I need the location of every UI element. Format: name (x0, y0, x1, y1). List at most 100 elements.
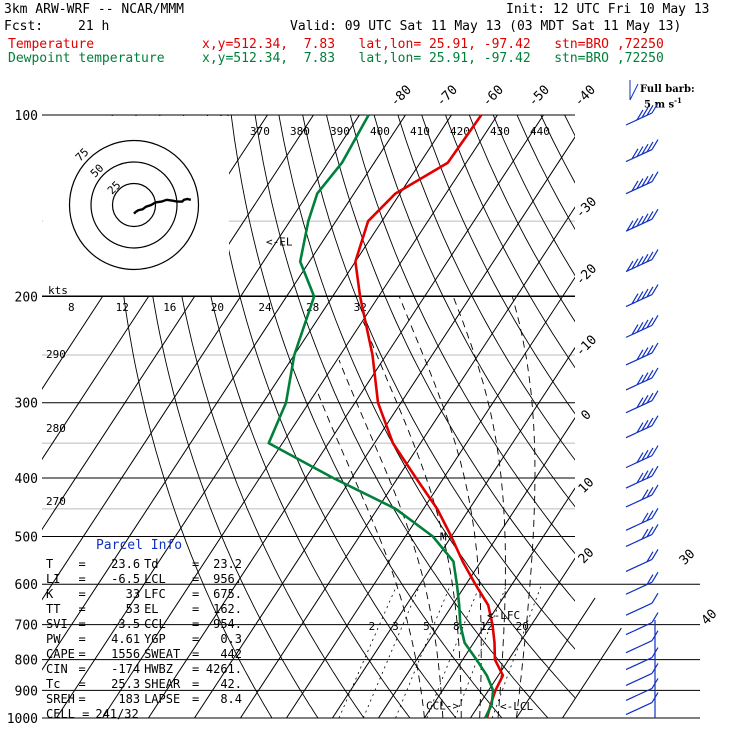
grid-layer (42, 115, 575, 718)
isotherm-line (42, 115, 360, 718)
equals-sign: = (191, 602, 200, 616)
param-value: 956. (213, 572, 242, 586)
isotherm-label: 20 (576, 545, 598, 567)
wind-barb-staff (625, 533, 653, 548)
wind-barb-feather (636, 215, 644, 227)
dry-adiabat-line (135, 115, 319, 718)
dry-adiabat-line (421, 115, 575, 415)
dry-adiabat-line (397, 115, 575, 461)
isotherm-label: 0 (578, 407, 594, 423)
wind-barb-staff (625, 352, 653, 366)
wind-barb-staff (625, 324, 653, 338)
wind-barb-feather (626, 220, 634, 231)
dry-adiabat-line (445, 115, 575, 369)
wind-barb-staff (625, 293, 653, 308)
theta-label: 410 (410, 125, 430, 138)
parcel-row: TT = 53 EL = 162. (46, 602, 242, 617)
param-value: 23.2 (213, 557, 242, 571)
wind-barb-feather (641, 107, 649, 118)
wind-barb-feather (641, 319, 649, 331)
wind-barb-feather (651, 524, 659, 535)
hodograph-trace (133, 197, 192, 215)
param-value: 954. (213, 617, 242, 631)
isotherm-line (194, 115, 590, 718)
equals-sign: = (191, 692, 200, 706)
wind-barb-staff (625, 494, 653, 508)
parcel-row: SVI = -3.5 CCL = 954. (46, 617, 242, 632)
wind-barb-feather (646, 211, 654, 222)
param-value: 1556 (111, 647, 141, 661)
wind-barb-feather (651, 171, 659, 183)
parcel-row: PW = 4.61 YGP = 0.3 (46, 632, 242, 647)
wind-barb-staff (625, 377, 653, 391)
wind-barb-staff (625, 640, 653, 654)
isotherm-line (42, 115, 314, 718)
equals-sign: = (78, 632, 86, 646)
wind-barb-feather (651, 284, 659, 295)
equals-sign: = (78, 602, 86, 616)
wind-barb-feather (651, 484, 659, 496)
parcel-info-panel: Parcel Info T = 23.6 Td = 23.2 LI = -6.5 LCL = 956.… (46, 538, 242, 722)
param-value: 183 (118, 692, 141, 706)
equals-sign: = (191, 647, 200, 661)
wind-barb-feather (646, 468, 654, 479)
equals-sign: = (191, 572, 200, 586)
parcel-annotation: <-EL (266, 235, 293, 248)
theta-label: 290 (46, 348, 66, 361)
wind-barb-feather (636, 472, 644, 484)
isotherm-line (102, 115, 498, 718)
mixing-ratio-line (454, 584, 508, 718)
equals-sign: = (78, 572, 86, 586)
mixing-ratio-line (338, 584, 398, 718)
dry-adiabat-line (111, 115, 273, 718)
wind-barb-feather (646, 141, 654, 153)
dry-adiabat-line (206, 115, 457, 718)
isotherm-label: -50 (526, 83, 553, 110)
wind-barb-feather (631, 180, 639, 192)
wind-barb-feather (631, 258, 639, 270)
wind-barb-feather (646, 317, 654, 328)
pressure-tick-label: 500 (15, 530, 38, 545)
isotherm-line (148, 115, 544, 718)
theta-label: 420 (450, 125, 470, 138)
param-name: SREH (46, 692, 75, 706)
isotherm-line (240, 115, 636, 718)
parcel-row: T = 23.6 Td = 23.2 (46, 557, 242, 572)
wind-speed-tick-label: 8 (68, 301, 75, 314)
wind-barb-feather (646, 486, 654, 498)
barb-legend-flag (629, 83, 639, 101)
wind-barb-staff (625, 687, 653, 701)
wind-barb-feather (646, 526, 654, 538)
equals-sign: = (78, 692, 86, 706)
isotherm-label: -30 (573, 194, 600, 221)
isotherm-label: -40 (572, 83, 599, 110)
hodograph-ring (111, 182, 157, 228)
isotherm-label: 40 (699, 607, 721, 629)
wind-barb-feather (641, 512, 649, 524)
pressure-tick-label: 100 (15, 109, 38, 124)
param-value: -174 (111, 662, 141, 676)
parcel-info-rows: T = 23.6 Td = 23.2 LI = -6.5 LCL = 956. K = 33 LFC = 675.… (46, 557, 242, 707)
isotherm-label: -10 (573, 333, 600, 360)
theta-label: 440 (530, 125, 550, 138)
wind-barb-feather (641, 394, 649, 406)
wind-barb-feather (646, 510, 654, 521)
wind-barb-feather (641, 347, 649, 358)
wind-barb-feather (646, 447, 654, 459)
parcel-info-title: Parcel Info (95, 538, 183, 553)
barb-legend-line1: Full barb: (640, 84, 695, 95)
wind-barb-feather (641, 419, 649, 431)
equals-sign: = (78, 662, 86, 676)
param-value: 53 (125, 602, 141, 616)
wind-barb-feather (651, 249, 659, 260)
pressure-tick-label: 200 (15, 291, 38, 306)
param-name: TT (46, 602, 61, 616)
wind-barb-feather (636, 146, 644, 157)
wind-barb-feather (651, 571, 659, 583)
wind-barb-feather (641, 372, 649, 383)
theta-label: 280 (46, 422, 66, 435)
equals-sign: = (78, 677, 86, 691)
parcel-row: K = 33 LFC = 675. (46, 587, 242, 602)
equals-sign: = (78, 647, 86, 661)
